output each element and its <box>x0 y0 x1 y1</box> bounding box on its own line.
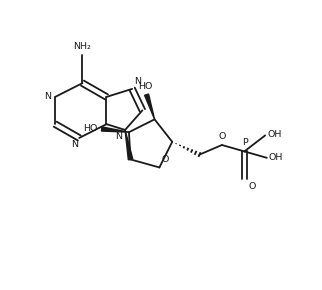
Text: N: N <box>44 93 51 102</box>
Text: HO: HO <box>138 82 152 91</box>
Text: N: N <box>116 132 123 141</box>
Text: HO: HO <box>83 124 98 133</box>
Text: N: N <box>71 139 78 148</box>
Text: NH₂: NH₂ <box>73 42 91 51</box>
Text: N: N <box>134 77 141 86</box>
Polygon shape <box>145 94 155 119</box>
Polygon shape <box>101 127 129 132</box>
Text: P: P <box>242 137 248 147</box>
Polygon shape <box>125 130 133 160</box>
Text: OH: OH <box>267 130 281 139</box>
Text: OH: OH <box>269 153 283 162</box>
Text: O: O <box>248 182 256 191</box>
Text: O: O <box>162 155 169 164</box>
Text: O: O <box>219 131 226 141</box>
